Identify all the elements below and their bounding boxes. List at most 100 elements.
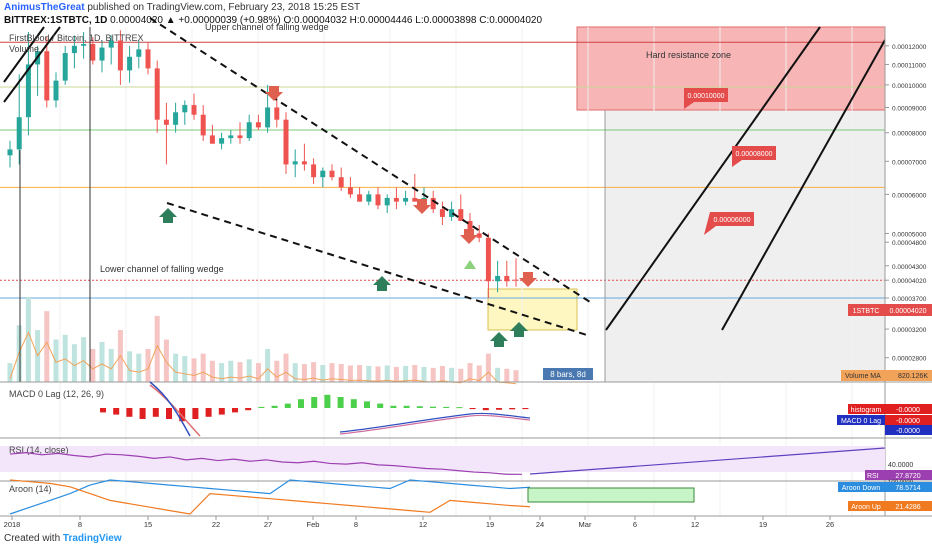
candle-body — [127, 56, 133, 71]
candle-body — [53, 80, 59, 101]
candle-body — [44, 51, 50, 101]
volume-bar — [182, 356, 188, 382]
macd-bar — [482, 408, 489, 411]
macd-histogram-value-tag — [885, 404, 932, 414]
macd-signal-tail — [339, 414, 531, 435]
channel-line-lower — [605, 26, 821, 331]
volume-bar — [430, 367, 436, 382]
aroon-up-value-tag — [885, 501, 932, 511]
volume-bar — [393, 366, 399, 382]
price-axis[interactable] — [885, 27, 932, 382]
candle-body — [495, 275, 501, 282]
macd-bar — [113, 408, 120, 415]
candle-body — [513, 279, 519, 281]
aroon-up-value: 21.4286 — [895, 504, 920, 511]
macd-bar — [430, 406, 436, 408]
candle-body — [366, 194, 372, 202]
upper-wedge-line — [149, 17, 591, 303]
candle-body — [191, 105, 197, 115]
volume-ma-tag — [841, 370, 932, 381]
rsi-line — [9, 452, 523, 475]
candle-body — [163, 119, 169, 125]
price-tick-label: 0.00002800 — [892, 356, 927, 363]
macd-histogram — [100, 394, 529, 422]
candle-body — [357, 194, 363, 202]
down-arrow-icon — [460, 229, 478, 244]
volume-bar — [458, 368, 464, 382]
candle-body — [393, 197, 399, 202]
price-ticks: 0.00012000 0.00011000 0.00010000 0.00009000… — [885, 44, 927, 363]
rsi-tag — [865, 470, 885, 480]
accumulation-box — [487, 288, 578, 331]
candle-body — [145, 49, 151, 69]
volume-bar — [62, 334, 68, 382]
candle-body — [329, 170, 335, 178]
tradingview-logo[interactable]: TradingView — [62, 533, 122, 544]
time-tick-label: 6 — [633, 520, 637, 529]
candle-body — [504, 275, 510, 282]
volume-bar — [228, 360, 234, 382]
macd-bar — [390, 405, 397, 408]
price-tick-label: 0.00007000 — [892, 159, 927, 166]
last-symbol-text: 1STBTC — [853, 308, 880, 315]
macd-bar — [416, 406, 423, 408]
volume-bar — [495, 367, 501, 382]
ohlc-line: 0.00004020 ▲ +0.00000039 (+0.98%) O:0.00… — [110, 15, 543, 26]
candle-body — [467, 220, 473, 234]
volume-bar — [219, 363, 225, 382]
target-text: 0.00010000 — [688, 93, 725, 100]
macd-bar — [403, 405, 410, 408]
volume-bar — [412, 365, 418, 382]
macd-line-value: -0.0000 — [896, 418, 920, 425]
volume-bar — [485, 353, 491, 382]
time-tick-label: 19 — [486, 520, 494, 529]
volume-bar — [265, 348, 271, 382]
time-tick-label: 8 — [78, 520, 82, 529]
volume-bar — [25, 297, 31, 382]
time-tick-label: 15 — [144, 520, 152, 529]
arrows — [159, 86, 537, 347]
upper-channel-label: Upper channel of falling wedge — [205, 22, 329, 32]
candle-body — [449, 209, 455, 217]
volume-bar — [467, 363, 473, 382]
macd-bar — [100, 408, 106, 413]
candle-body — [99, 47, 105, 61]
candle-body — [301, 161, 307, 165]
macd-histogram-tag — [848, 404, 885, 414]
candle-body — [108, 40, 114, 48]
candle-body — [430, 197, 436, 210]
aroon-up-label: Aroon Up — [851, 504, 881, 511]
price-tick-label: 0.00006000 — [892, 192, 927, 199]
target-text: 0.00006000 — [714, 217, 751, 224]
rsi-trend-line — [529, 447, 886, 475]
price-tick-label: 0.00004300 — [892, 264, 927, 271]
macd-title: MACD 0 Lag (12, 26, 9) — [9, 389, 104, 399]
candle-body — [476, 233, 482, 238]
time-tick-label: 24 — [536, 520, 544, 529]
aroon-up-tag — [848, 501, 885, 511]
grid-lines — [59, 27, 853, 516]
candle-body — [81, 44, 87, 46]
volume-bar — [163, 339, 169, 382]
macd-histogram-label: histogram — [851, 407, 882, 414]
author-link[interactable]: AnimusTheGreat — [4, 2, 85, 13]
candle-body — [375, 194, 381, 206]
price-tick-label: 0.00010000 — [892, 83, 927, 90]
price-tick-label: 0.00003700 — [892, 296, 927, 303]
volume-bar — [504, 368, 510, 382]
candle-body — [117, 40, 123, 71]
time-tick-label: 22 — [212, 520, 220, 529]
macd-bar — [522, 408, 529, 410]
volume-bar — [237, 362, 243, 382]
time-tick-label: Feb — [307, 520, 320, 529]
left-trend-line-1 — [3, 26, 61, 103]
macd-bar — [496, 408, 502, 410]
volume-bar — [320, 365, 326, 382]
time-tick-label: 27 — [264, 520, 272, 529]
up-arrow-icon — [510, 322, 528, 337]
price-tick-label: 0.00012000 — [892, 44, 927, 51]
volume-bar — [71, 344, 77, 382]
down-arrow-icon — [265, 86, 283, 101]
candle-body — [265, 107, 271, 128]
